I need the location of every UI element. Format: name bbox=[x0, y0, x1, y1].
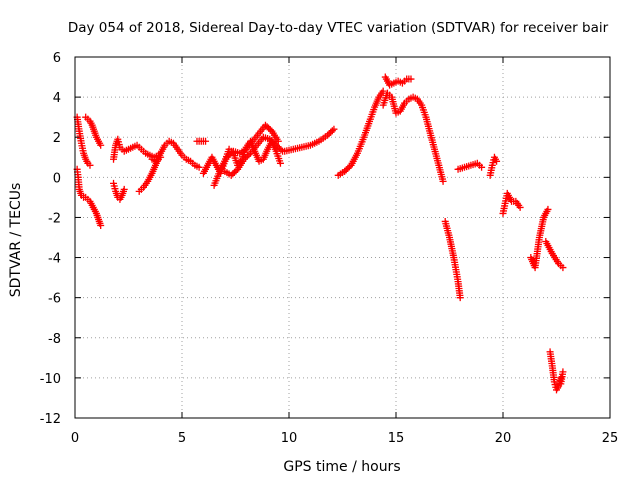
data-point bbox=[544, 205, 552, 213]
data-point bbox=[267, 137, 275, 145]
y-tick-label: -8 bbox=[48, 332, 61, 347]
x-axis-label: GPS time / hours bbox=[283, 459, 400, 475]
data-point bbox=[269, 138, 277, 146]
data-point bbox=[265, 124, 273, 132]
data-point bbox=[407, 75, 415, 83]
series-s15 bbox=[379, 89, 447, 185]
data-point bbox=[225, 152, 233, 160]
x-tick-label: 25 bbox=[602, 431, 619, 446]
data-point bbox=[271, 140, 279, 148]
data-point bbox=[325, 130, 333, 138]
y-tick-label: 6 bbox=[53, 51, 61, 66]
data-point bbox=[516, 203, 524, 211]
data-point bbox=[242, 154, 250, 162]
data-point bbox=[266, 135, 274, 143]
data-point bbox=[263, 123, 271, 131]
series-s20 bbox=[527, 205, 552, 272]
data-point bbox=[195, 163, 203, 171]
series-s2 bbox=[82, 113, 105, 149]
data-point bbox=[344, 164, 352, 172]
y-tick-label: -6 bbox=[48, 292, 61, 307]
data-point bbox=[223, 153, 231, 161]
x-tick-label: 15 bbox=[388, 431, 405, 446]
data-point bbox=[330, 125, 338, 133]
series-s23 bbox=[557, 368, 567, 388]
data-point bbox=[559, 264, 567, 272]
x-tick-label: 0 bbox=[71, 431, 79, 446]
chart-title: Day 054 of 2018, Sidereal Day-to-day VTE… bbox=[68, 20, 609, 36]
data-point bbox=[272, 141, 280, 149]
data-point bbox=[379, 87, 387, 95]
data-point bbox=[97, 221, 105, 229]
data-point bbox=[493, 157, 501, 165]
data-point bbox=[276, 159, 284, 167]
data-point bbox=[227, 171, 235, 179]
series-s10 bbox=[210, 121, 282, 189]
data-point bbox=[277, 146, 285, 154]
y-tick-label: -10 bbox=[40, 372, 61, 387]
data-point bbox=[327, 128, 335, 136]
series-s17 bbox=[454, 159, 486, 173]
y-tick-label: -2 bbox=[48, 211, 61, 226]
grid-lines bbox=[75, 57, 610, 418]
data-point bbox=[456, 294, 464, 302]
plot-frame bbox=[74, 56, 611, 419]
data-point bbox=[559, 368, 567, 376]
data-point bbox=[157, 153, 165, 161]
series-s12 bbox=[281, 125, 338, 155]
x-tick-label: 10 bbox=[281, 431, 298, 446]
y-tick-labels: -12 -10 -8 -6 -4 -2 0 2 4 6 bbox=[40, 51, 61, 427]
y-tick-label: -12 bbox=[40, 412, 61, 427]
data-point bbox=[243, 152, 251, 160]
series-s8 bbox=[193, 137, 210, 145]
data-point bbox=[97, 141, 105, 149]
data-point bbox=[229, 170, 237, 178]
series-s7 bbox=[148, 153, 165, 165]
series-s13 bbox=[334, 87, 387, 179]
series-s19 bbox=[499, 189, 524, 217]
series-s18 bbox=[486, 153, 501, 179]
data-point bbox=[341, 167, 349, 175]
x-tick-label: 20 bbox=[495, 431, 512, 446]
series-s6 bbox=[135, 137, 203, 195]
data-point bbox=[274, 143, 282, 151]
data-point bbox=[226, 150, 234, 158]
series-s14 bbox=[381, 73, 415, 89]
data-point bbox=[275, 144, 283, 152]
data-point bbox=[328, 127, 336, 135]
x-tick-label: 5 bbox=[178, 431, 186, 446]
series-s3 bbox=[73, 165, 105, 229]
series-s11 bbox=[221, 133, 287, 179]
x-tick-labels: 0 5 10 15 20 25 bbox=[71, 431, 618, 446]
y-tick-label: 2 bbox=[53, 131, 61, 146]
series-s1 bbox=[73, 113, 94, 169]
series-s22 bbox=[546, 348, 565, 394]
y-tick-label: 4 bbox=[53, 91, 61, 106]
y-axis-label: SDTVAR / TECUs bbox=[8, 183, 24, 298]
data-point bbox=[232, 167, 240, 175]
data-point bbox=[86, 161, 94, 169]
series-s21 bbox=[542, 238, 567, 272]
data-point bbox=[120, 185, 128, 193]
data-point bbox=[240, 155, 248, 163]
y-tick-label: -4 bbox=[48, 252, 61, 267]
data-point bbox=[245, 151, 253, 159]
data-point bbox=[228, 149, 236, 157]
data-point bbox=[261, 121, 269, 129]
data-point bbox=[266, 126, 274, 134]
data-points bbox=[73, 73, 567, 394]
data-point bbox=[202, 137, 210, 145]
axis-ticks bbox=[74, 56, 611, 419]
data-point bbox=[230, 168, 238, 176]
data-point bbox=[324, 131, 332, 139]
data-point bbox=[439, 177, 447, 185]
data-point bbox=[342, 166, 350, 174]
data-point bbox=[345, 163, 353, 171]
y-tick-label: 0 bbox=[53, 171, 61, 186]
series-s4 bbox=[110, 179, 128, 203]
series-s16 bbox=[441, 217, 464, 302]
data-point bbox=[478, 163, 486, 171]
